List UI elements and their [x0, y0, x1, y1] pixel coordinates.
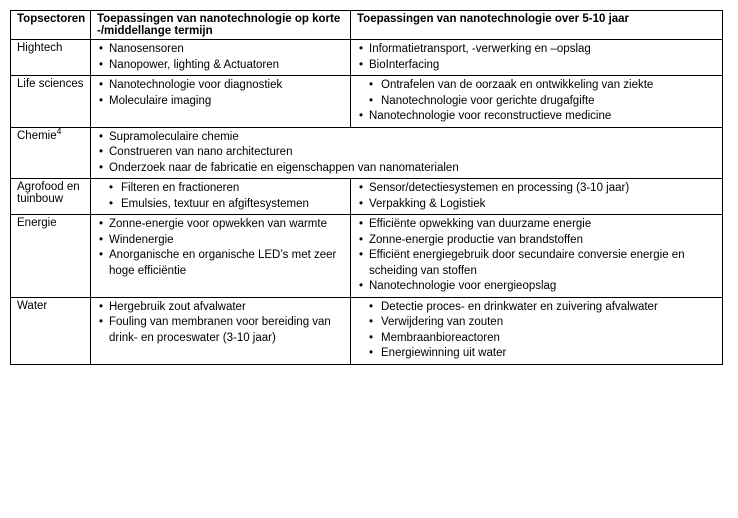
list-item: Nanotechnologie voor reconstructieve med… [357, 109, 716, 125]
cell-long-term: Efficiënte opwekking van duurzame energi… [351, 215, 723, 298]
list-item: Nanotechnologie voor energieopslag [357, 279, 716, 295]
cell-sector: Agrofood en tuinbouw [11, 179, 91, 215]
list-item: Detectie proces- en drinkwater en zuiver… [357, 300, 716, 316]
cell-sector: Chemie4 [11, 127, 91, 179]
bullet-list: Informatietransport, -verwerking en –ops… [357, 42, 716, 73]
cell-long-term: Detectie proces- en drinkwater en zuiver… [351, 297, 723, 364]
list-item: Onderzoek naar de fabricatie en eigensch… [97, 161, 716, 177]
nanotech-table: Topsectoren Toepassingen van nanotechnol… [10, 10, 723, 365]
list-item: Emulsies, textuur en afgiftesystemen [97, 197, 344, 213]
cell-sector: Life sciences [11, 76, 91, 128]
bullet-list: Supramoleculaire chemieConstrueren van n… [97, 130, 716, 177]
bullet-list: Hergebruik zout afvalwaterFouling van me… [97, 300, 344, 347]
footnote-marker: 4 [57, 126, 62, 136]
cell-sector: Energie [11, 215, 91, 298]
bullet-list: Sensor/detectiesystemen en processing (3… [357, 181, 716, 212]
list-item: Nanotechnologie voor diagnostiek [97, 78, 344, 94]
table-row: EnergieZonne-energie voor opwekken van w… [11, 215, 723, 298]
cell-long-term: Sensor/detectiesystemen en processing (3… [351, 179, 723, 215]
list-item: Zonne-energie voor opwekken van warmte [97, 217, 344, 233]
cell-long-term: Informatietransport, -verwerking en –ops… [351, 40, 723, 76]
cell-long-term: Ontrafelen van de oorzaak en ontwikkelin… [351, 76, 723, 128]
col-header-sector: Topsectoren [11, 11, 91, 40]
list-item: Efficiënt energiegebruik door secundaire… [357, 248, 716, 279]
list-item: Sensor/detectiesystemen en processing (3… [357, 181, 716, 197]
bullet-list: Nanotechnologie voor diagnostiekMolecula… [97, 78, 344, 109]
list-item: Informatietransport, -verwerking en –ops… [357, 42, 716, 58]
cell-short-term: Nanotechnologie voor diagnostiekMolecula… [91, 76, 351, 128]
cell-sector: Hightech [11, 40, 91, 76]
table-body: HightechNanosensorenNanopower, lighting … [11, 40, 723, 365]
list-item: Moleculaire imaging [97, 94, 344, 110]
cell-sector: Water [11, 297, 91, 364]
list-item: Construeren van nano architecturen [97, 145, 716, 161]
list-item: Supramoleculaire chemie [97, 130, 716, 146]
list-item: Anorganische en organische LED’s met zee… [97, 248, 344, 279]
list-item: Nanopower, lighting & Actuatoren [97, 58, 344, 74]
table-row: HightechNanosensorenNanopower, lighting … [11, 40, 723, 76]
bullet-list: Filteren en fractionerenEmulsies, textuu… [97, 181, 344, 212]
table-row: Agrofood en tuinbouwFilteren en fraction… [11, 179, 723, 215]
list-item: Nanotechnologie voor gerichte drugafgift… [357, 94, 716, 110]
list-item: Membraanbioreactoren [357, 331, 716, 347]
list-item: Efficiënte opwekking van duurzame energi… [357, 217, 716, 233]
cell-short-term: Hergebruik zout afvalwaterFouling van me… [91, 297, 351, 364]
col-header-short-term: Toepassingen van nanotechnologie op kort… [91, 11, 351, 40]
cell-merged-applications: Supramoleculaire chemieConstrueren van n… [91, 127, 723, 179]
table-row: WaterHergebruik zout afvalwaterFouling v… [11, 297, 723, 364]
list-item: Zonne-energie productie van brandstoffen [357, 233, 716, 249]
list-item: Energiewinning uit water [357, 346, 716, 362]
bullet-list: NanosensorenNanopower, lighting & Actuat… [97, 42, 344, 73]
list-item: Fouling van membranen voor bereiding van… [97, 315, 344, 346]
table-row: Life sciencesNanotechnologie voor diagno… [11, 76, 723, 128]
table-row: Chemie4Supramoleculaire chemieConstruere… [11, 127, 723, 179]
bullet-list: Ontrafelen van de oorzaak en ontwikkelin… [357, 78, 716, 125]
cell-short-term: Zonne-energie voor opwekken van warmteWi… [91, 215, 351, 298]
list-item: Verpakking & Logistiek [357, 197, 716, 213]
bullet-list: Zonne-energie voor opwekken van warmteWi… [97, 217, 344, 279]
list-item: Hergebruik zout afvalwater [97, 300, 344, 316]
list-item: Windenergie [97, 233, 344, 249]
table-header-row: Topsectoren Toepassingen van nanotechnol… [11, 11, 723, 40]
bullet-list: Efficiënte opwekking van duurzame energi… [357, 217, 716, 295]
list-item: Nanosensoren [97, 42, 344, 58]
list-item: BioInterfacing [357, 58, 716, 74]
list-item: Filteren en fractioneren [97, 181, 344, 197]
cell-short-term: Filteren en fractionerenEmulsies, textuu… [91, 179, 351, 215]
list-item: Verwijdering van zouten [357, 315, 716, 331]
bullet-list: Detectie proces- en drinkwater en zuiver… [357, 300, 716, 362]
list-item: Ontrafelen van de oorzaak en ontwikkelin… [357, 78, 716, 94]
col-header-long-term: Toepassingen van nanotechnologie over 5-… [351, 11, 723, 40]
cell-short-term: NanosensorenNanopower, lighting & Actuat… [91, 40, 351, 76]
